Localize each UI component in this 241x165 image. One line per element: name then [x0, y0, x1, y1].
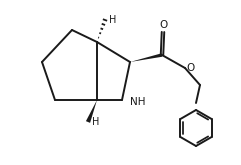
- Text: O: O: [159, 20, 167, 30]
- Polygon shape: [130, 53, 162, 62]
- Text: H: H: [92, 117, 99, 127]
- Text: NH: NH: [130, 97, 146, 107]
- Polygon shape: [86, 100, 97, 123]
- Text: O: O: [186, 63, 194, 73]
- Text: H: H: [109, 15, 116, 25]
